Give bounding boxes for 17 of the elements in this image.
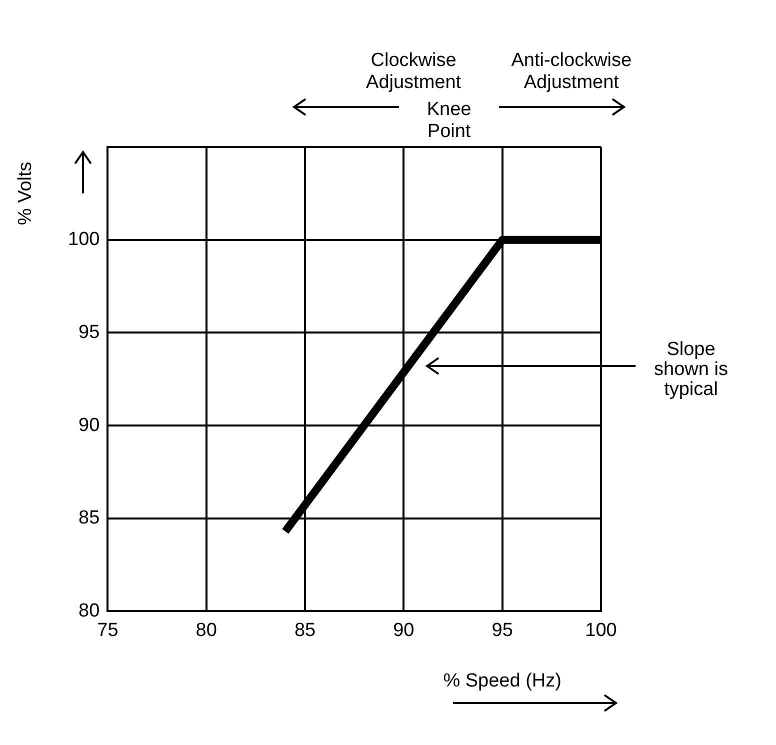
y-tick-label: 85 — [78, 508, 100, 529]
x-tick-label: 95 — [492, 620, 513, 641]
text: Clockwise Adjustment — [366, 50, 462, 94]
y-tick-label: 80 — [78, 600, 100, 622]
y-tick-label: 95 — [78, 322, 100, 343]
y-tick-label: 100 — [68, 229, 100, 250]
x-tick-label: 90 — [393, 620, 414, 641]
x-tick-label: 75 — [97, 620, 118, 641]
x-tick-label: 100 — [585, 620, 617, 641]
y-axis-title: % Volts — [14, 162, 36, 226]
text: Anti-clockwise Adjustment — [511, 50, 632, 94]
x-tick-label: 80 — [196, 620, 217, 641]
x-axis-title: % Speed (Hz) — [443, 670, 562, 692]
text: Slope shown is typical — [654, 338, 728, 400]
x-tick-label: 85 — [294, 620, 316, 641]
text: Knee Point — [426, 99, 472, 142]
y-tick-label: 90 — [78, 414, 100, 436]
